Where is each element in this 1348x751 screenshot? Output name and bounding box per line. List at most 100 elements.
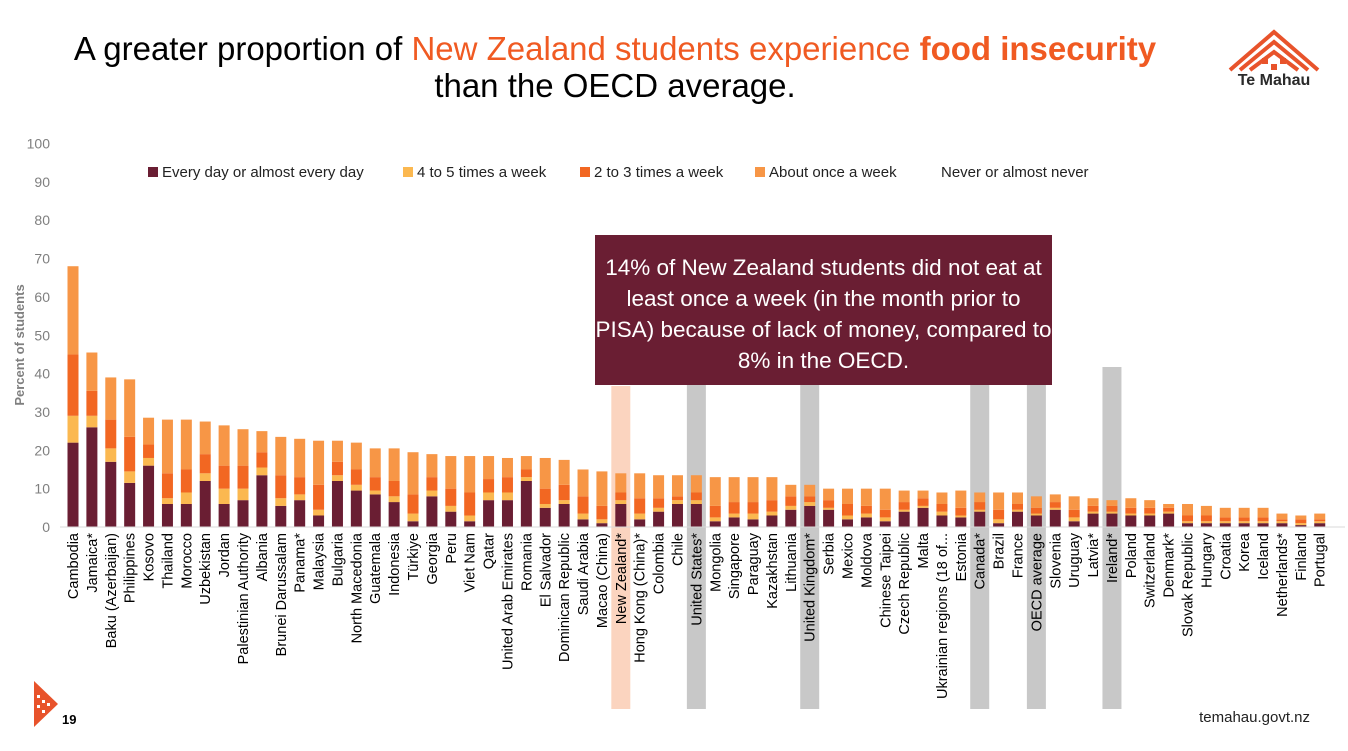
bar-segment bbox=[237, 465, 249, 489]
bar-segment bbox=[426, 454, 438, 478]
bar-segment bbox=[1314, 523, 1326, 527]
bar-segment bbox=[464, 515, 476, 522]
bar-segment bbox=[1125, 498, 1137, 508]
x-tick-label: Bulgaria bbox=[330, 532, 346, 586]
x-tick-label: Hong Kong (China)* bbox=[633, 533, 649, 663]
bar-segment bbox=[520, 456, 532, 470]
bar-segment bbox=[483, 456, 495, 480]
x-tick-label: Lithuania bbox=[784, 532, 800, 592]
bar-segment bbox=[464, 521, 476, 527]
bar-segment bbox=[671, 475, 683, 497]
bar-segment bbox=[1144, 507, 1156, 514]
bar-segment bbox=[993, 509, 1005, 520]
bar-segment bbox=[1295, 523, 1307, 526]
bar-segment bbox=[218, 503, 230, 527]
x-tick-label: Serbia bbox=[822, 532, 838, 575]
x-tick-label: Mexico bbox=[840, 533, 856, 579]
bar-segment bbox=[161, 473, 173, 499]
bar-segment bbox=[1087, 511, 1099, 514]
bar-segment bbox=[917, 490, 929, 499]
bar-segment bbox=[615, 500, 627, 504]
x-tick-label: Brunei Darussalam bbox=[274, 533, 290, 656]
x-tick-label: Denmark* bbox=[1162, 533, 1178, 598]
bar-segment bbox=[1295, 519, 1307, 524]
bar-segment bbox=[974, 492, 986, 503]
bar-segment bbox=[369, 448, 381, 478]
bar-segment bbox=[993, 492, 1005, 510]
bar-segment bbox=[350, 484, 362, 491]
bar-segment bbox=[955, 515, 967, 518]
x-tick-label: France bbox=[1011, 533, 1027, 578]
bar-segment bbox=[143, 417, 155, 445]
bar-segment bbox=[860, 505, 872, 514]
bar-segment bbox=[1276, 521, 1288, 524]
bar-segment bbox=[596, 505, 608, 520]
bar-segment bbox=[993, 519, 1005, 524]
bar-segment bbox=[936, 492, 948, 504]
y-tick-label: 100 bbox=[27, 136, 51, 152]
bar-segment bbox=[161, 498, 173, 504]
bar-segment bbox=[86, 415, 98, 428]
x-tick-label: United Arab Emirates bbox=[500, 533, 516, 670]
bar-segment bbox=[936, 503, 948, 512]
legend-label: 4 to 5 times a week bbox=[417, 164, 547, 181]
x-tick-label: Finland bbox=[1294, 533, 1310, 581]
x-tick-label: Guatemala bbox=[368, 532, 384, 604]
bar-segment bbox=[785, 505, 797, 510]
bar-segment bbox=[1200, 521, 1212, 524]
bar-segment bbox=[1163, 511, 1175, 514]
bar-segment bbox=[1068, 521, 1080, 527]
bar-segment bbox=[1163, 507, 1175, 512]
x-tick-label: Croatia bbox=[1218, 532, 1234, 580]
bar-segment bbox=[898, 502, 910, 510]
bar-segment bbox=[483, 479, 495, 493]
bar-segment bbox=[67, 266, 79, 355]
bar-segment bbox=[350, 490, 362, 527]
bar-segment bbox=[823, 509, 835, 527]
x-tick-label: Philippines bbox=[123, 533, 139, 603]
bar-segment bbox=[634, 473, 646, 499]
bar-segment bbox=[634, 513, 646, 520]
bar-segment bbox=[841, 515, 853, 520]
bar-segment bbox=[1257, 521, 1269, 524]
bar-segment bbox=[199, 480, 211, 527]
bar-segment bbox=[1125, 507, 1137, 514]
bar-segment bbox=[1144, 500, 1156, 508]
x-tick-label: United States* bbox=[689, 533, 705, 626]
bar-segment bbox=[501, 477, 513, 493]
bar-segment bbox=[124, 471, 136, 483]
x-tick-label: Hungary bbox=[1199, 532, 1215, 588]
bar-segment bbox=[615, 473, 627, 493]
bar-segment bbox=[709, 521, 721, 527]
x-tick-label: Ireland* bbox=[1105, 533, 1121, 583]
bar-segment bbox=[1219, 517, 1231, 522]
legend-swatch bbox=[148, 167, 158, 177]
bar-segment bbox=[1049, 507, 1061, 510]
bar-segment bbox=[1238, 507, 1250, 518]
bar-segment bbox=[105, 419, 117, 449]
bar-segment bbox=[653, 507, 665, 512]
bar-segment bbox=[161, 419, 173, 474]
bar-segment bbox=[1314, 513, 1326, 520]
bar-segment bbox=[860, 517, 872, 527]
y-tick-label: 30 bbox=[34, 404, 50, 420]
highlight-band bbox=[1102, 367, 1122, 709]
title-part-1: A greater proportion of bbox=[73, 30, 412, 67]
bar-segment bbox=[804, 496, 816, 503]
x-tick-label: Thailand bbox=[160, 533, 176, 589]
bar-segment bbox=[690, 500, 702, 504]
bar-segment bbox=[917, 507, 929, 527]
highlight-band bbox=[611, 386, 631, 709]
x-tick-label: Albania bbox=[255, 532, 271, 581]
bar-segment bbox=[1295, 515, 1307, 520]
bar-segment bbox=[709, 517, 721, 522]
bar-segment bbox=[501, 457, 513, 478]
x-axis: Cambodia Jamaica* Baku (Azerbaijan) Philipp… bbox=[66, 532, 1329, 699]
highlight-band bbox=[686, 367, 706, 709]
bar-segment bbox=[690, 492, 702, 501]
bar-segment bbox=[1219, 507, 1231, 518]
bar-segment bbox=[860, 488, 872, 506]
bar-segment bbox=[1276, 523, 1288, 527]
x-tick-label: Poland bbox=[1124, 533, 1140, 578]
bar-segment bbox=[596, 523, 608, 527]
